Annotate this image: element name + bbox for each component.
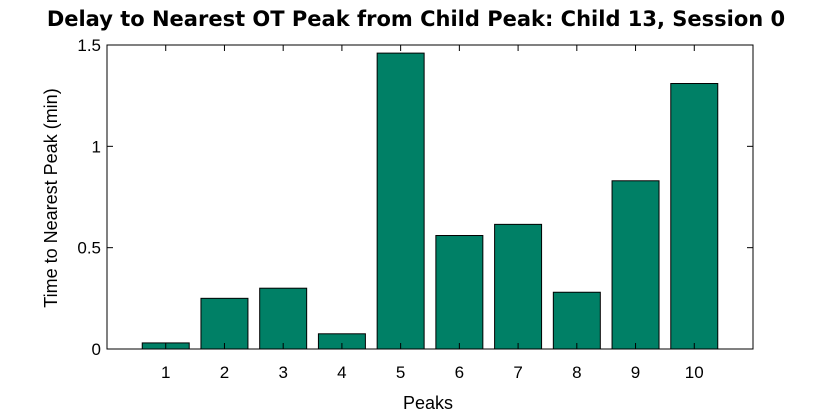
x-tick-label-10: 10 xyxy=(685,363,704,382)
bar-10 xyxy=(670,83,719,350)
y-tick-label-0: 0 xyxy=(92,340,101,359)
bar-3 xyxy=(259,287,308,350)
x-tick-label-4: 4 xyxy=(337,363,346,382)
bar-7 xyxy=(494,223,543,350)
bar-9 xyxy=(611,180,660,350)
x-tick-label-5: 5 xyxy=(396,363,405,382)
x-tick-label-6: 6 xyxy=(455,363,464,382)
y-ticks-group: 0 0.5 1 1.5 xyxy=(77,36,753,359)
bar-8 xyxy=(552,291,601,350)
y-tick-label-1.5: 1.5 xyxy=(77,36,101,55)
bar-2 xyxy=(200,297,249,350)
y-tick-label-0.5: 0.5 xyxy=(77,239,101,258)
x-tick-label-3: 3 xyxy=(278,363,287,382)
x-ticks-group: 1 2 3 4 5 6 7 8 9 10 xyxy=(161,45,704,382)
x-tick-label-8: 8 xyxy=(572,363,581,382)
bar-5 xyxy=(376,52,425,350)
x-tick-label-2: 2 xyxy=(220,363,229,382)
chart-title: Delay to Nearest OT Peak from Child Peak… xyxy=(47,7,785,31)
x-tick-label-9: 9 xyxy=(631,363,640,382)
x-tick-label-1: 1 xyxy=(161,363,170,382)
x-tick-label-7: 7 xyxy=(513,363,522,382)
y-tick-label-1: 1 xyxy=(92,137,101,156)
bars-group xyxy=(141,52,719,350)
bar-6 xyxy=(435,235,484,350)
x-axis-label: Peaks xyxy=(403,393,453,413)
y-axis-label: Time to Nearest Peak (min) xyxy=(41,88,61,307)
